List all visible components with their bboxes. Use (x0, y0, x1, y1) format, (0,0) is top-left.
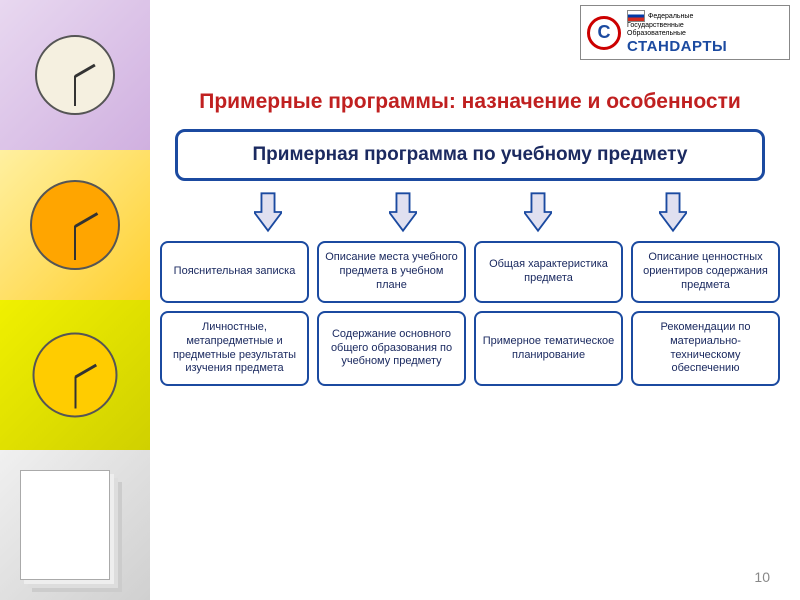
clock-icon (33, 333, 118, 418)
tile-lime (0, 300, 150, 450)
component-box: Пояснительная записка (160, 241, 309, 303)
component-row-2: Личностные, метапредметные и предметные … (160, 311, 780, 386)
component-box: Примерное тематическое планирование (474, 311, 623, 386)
standards-logo: С Федеральные Государственные Образовате… (580, 5, 790, 60)
slide-content: Примерные программы: назначение и особен… (150, 90, 790, 394)
tile-purple (0, 0, 150, 150)
flag-icon (627, 10, 645, 22)
down-arrow-icon (659, 191, 687, 233)
logo-mark: С (587, 16, 621, 50)
tile-yellow (0, 150, 150, 300)
papers-icon (20, 470, 110, 580)
component-box: Описание ценностных ориентиров содержани… (631, 241, 780, 303)
logo-small-text: Федеральные Государственные Образователь… (627, 10, 783, 37)
tile-gray (0, 450, 150, 600)
arrows-row (200, 191, 740, 233)
component-box: Содержание основного общего образования … (317, 311, 466, 386)
down-arrow-icon (389, 191, 417, 233)
page-number: 10 (754, 569, 770, 585)
down-arrow-icon (254, 191, 282, 233)
component-box: Описание места учебного предмета в учебн… (317, 241, 466, 303)
logo-big-text: СТАНDАРТЫ (627, 38, 783, 55)
main-concept-box: Примерная программа по учебному предмету (175, 129, 765, 181)
decorative-sidebar (0, 0, 150, 600)
component-box: Общая характеристика предмета (474, 241, 623, 303)
component-box: Личностные, метапредметные и предметные … (160, 311, 309, 386)
clock-icon (35, 35, 115, 115)
component-box: Рекомендации по материально-техническому… (631, 311, 780, 386)
slide-title: Примерные программы: назначение и особен… (160, 90, 780, 114)
component-row-1: Пояснительная записка Описание места уче… (160, 241, 780, 303)
clock-icon (30, 180, 120, 270)
down-arrow-icon (524, 191, 552, 233)
